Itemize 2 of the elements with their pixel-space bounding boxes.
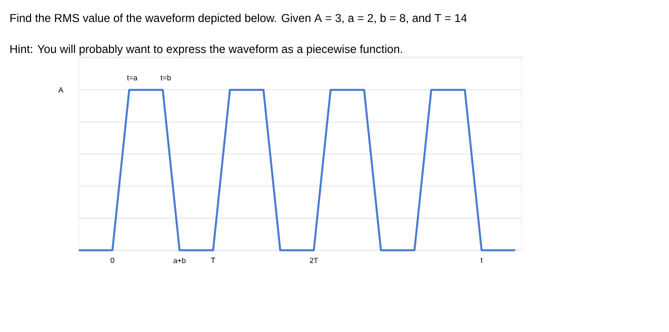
chart-title: Find the RMS value of the waveform depicted below. Given A = 3, a = 2, b = 8, and T = 14 [10,14,467,24]
chart-subtitle: Hint: You will probably want to express the waveform as a piecewise function. [10,44,402,56]
